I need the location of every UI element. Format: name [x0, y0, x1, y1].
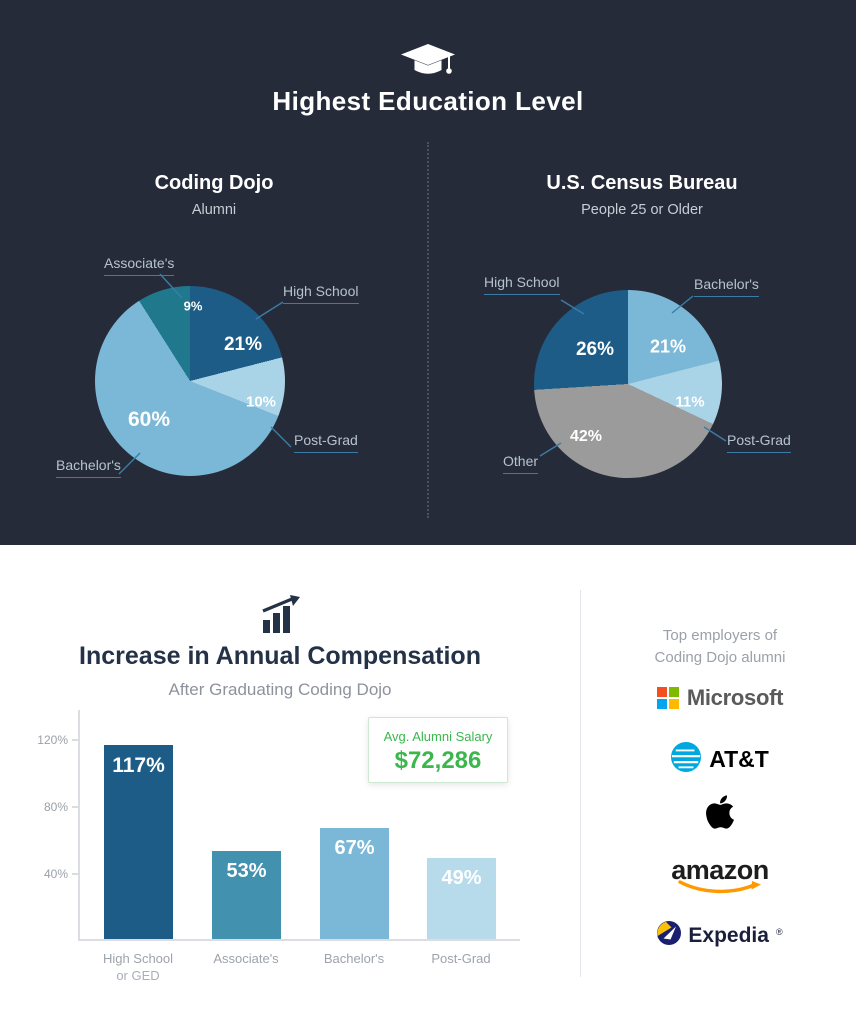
registered-mark: ® [775, 927, 783, 937]
census-high-school-label: High School [484, 274, 560, 295]
census-title: U.S. Census Bureau [546, 172, 738, 194]
employers-heading: Top employers of Coding Dojo alumni [654, 627, 786, 666]
att-globe-icon [671, 742, 702, 777]
census-pie-chart [534, 290, 722, 478]
census-bachelors-label: Bachelor's [694, 276, 759, 297]
coding-dojo-post-grad-label: Post-Grad [294, 432, 358, 453]
education-level-section: Highest Education Level Coding Dojo Alum… [0, 0, 856, 545]
salary-value: $72,286 [394, 747, 482, 774]
rising-bar-chart-icon [259, 595, 301, 633]
coding-dojo-bachelors-label: Bachelor's [56, 457, 121, 478]
bar-bachelors: 67% [320, 828, 389, 939]
bar-high-school: 117% [104, 745, 173, 939]
amazon-wordmark: amazon [671, 855, 769, 885]
x-label-associates: Associate's [213, 951, 279, 966]
amazon-logo: amazon [595, 857, 845, 900]
census-subtitle: People 25 or Older [581, 202, 703, 218]
x-label-high-school: High School or GED [102, 951, 174, 983]
coding-dojo-high-school-label: High School [283, 283, 359, 304]
salary-label: Avg. Alumni Salary [383, 729, 493, 744]
microsoft-logo: Microsoft [595, 685, 845, 711]
coding-dojo-header: Coding Dojo Alumni [0, 172, 428, 218]
census-post-grad-value: 11% [675, 393, 705, 411]
dotted-divider [427, 142, 429, 518]
expedia-logo: Expedia ® [595, 921, 845, 950]
compensation-section: Increase in Annual Compensation After Gr… [0, 545, 856, 1023]
coding-dojo-high-school-value: 21% [223, 334, 263, 355]
expedia-wordmark: Expedia [688, 923, 769, 947]
census-other-value: 42% [569, 428, 603, 445]
graduation-cap-icon [401, 44, 455, 80]
bar-bachelors-value: 67% [334, 837, 375, 859]
census-bachelors-value: 21% [649, 336, 687, 357]
coding-dojo-subtitle: Alumni [191, 202, 237, 218]
coding-dojo-associates-value: 9% [183, 298, 203, 314]
avg-salary-callout: Avg. Alumni Salary $72,286 [368, 717, 508, 783]
coding-dojo-post-grad-value: 10% [245, 393, 277, 411]
apple-logo [595, 793, 845, 836]
coding-dojo-associates-label: Associate's [104, 255, 175, 276]
amazon-smile-icon [678, 880, 762, 900]
att-logo: AT&T [595, 742, 845, 777]
bar-associates-value: 53% [226, 860, 267, 882]
y-tick-120: 120% [37, 733, 68, 747]
y-tick-80: 80% [43, 800, 68, 814]
y-tick-mark [72, 806, 78, 808]
census-high-school-value: 26% [575, 339, 615, 360]
bar-chart-subtitle: After Graduating Coding Dojo [168, 680, 392, 699]
y-tick-mark [72, 739, 78, 741]
census-other-label: Other [503, 453, 539, 474]
census-post-grad-label: Post-Grad [727, 432, 791, 453]
section-divider [580, 590, 581, 977]
coding-dojo-title: Coding Dojo [154, 172, 274, 194]
x-label-post-grad: Post-Grad [431, 951, 491, 966]
bar-plot-area: 117% 53% 67% 49% [78, 710, 520, 941]
census-header: U.S. Census Bureau People 25 or Older [428, 172, 856, 218]
bar-high-school-value: 117% [112, 754, 165, 777]
bar-chart-title: Increase in Annual Compensation [79, 642, 481, 670]
y-tick-mark [72, 873, 78, 875]
apple-icon [705, 793, 735, 836]
bar-associates: 53% [212, 851, 281, 939]
bar-post-grad: 49% [427, 858, 496, 939]
coding-dojo-pie-chart [95, 286, 285, 476]
microsoft-squares-icon [656, 687, 679, 709]
bar-post-grad-value: 49% [441, 867, 482, 889]
y-tick-40: 40% [43, 867, 68, 881]
page-title: Highest Education Level [272, 86, 584, 116]
microsoft-wordmark: Microsoft [686, 685, 784, 710]
att-wordmark: AT&T [709, 746, 769, 772]
top-employers-panel: Top employers of Coding Dojo alumni Micr… [595, 545, 845, 1023]
expedia-globe-icon [657, 921, 682, 950]
coding-dojo-bachelors-value: 60% [127, 408, 171, 431]
x-label-bachelors: Bachelor's [323, 951, 385, 966]
